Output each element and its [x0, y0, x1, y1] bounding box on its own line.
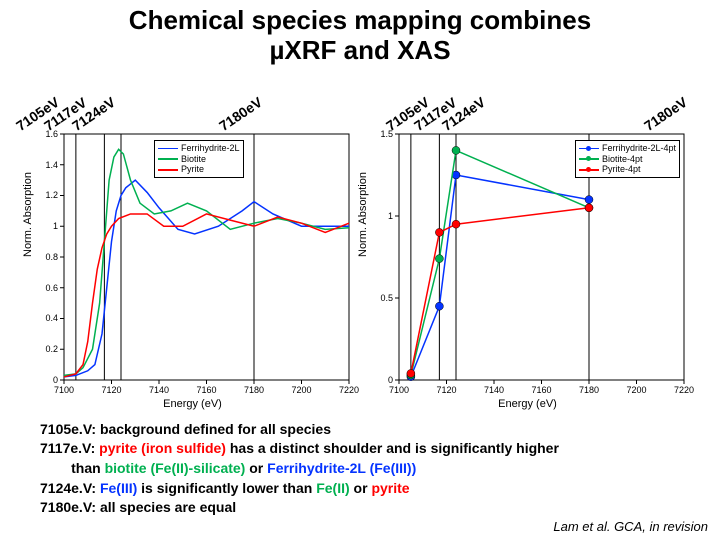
note-line: 7124e.V: Fe(III) is significantly lower …: [40, 479, 690, 499]
y-axis-label: Norm. Absorption: [357, 172, 369, 257]
legend-item: Ferrihydrite-2L: [158, 143, 240, 154]
right-chart: 710071207140716071807200722000.511.5Norm…: [365, 128, 690, 408]
citation: Lam et al. GCA, in revision: [553, 519, 708, 534]
legend-item: Biotite-4pt: [579, 154, 676, 165]
legend: Ferrihydrite-2LBiotitePyrite: [154, 140, 244, 178]
annotation-row: 7105eV 7117eV 7124eV 7180eV 7105eV 7117e…: [0, 68, 720, 128]
title-line2: µXRF and XAS: [0, 36, 720, 66]
x-axis-label: Energy (eV): [498, 398, 557, 410]
note-line: 7180e.V: all species are equal: [40, 498, 690, 518]
y-axis-label: Norm. Absorption: [22, 172, 34, 257]
x-axis-label: Energy (eV): [163, 398, 222, 410]
left-chart: 710071207140716071807200722000.20.40.60.…: [30, 128, 355, 408]
legend-item: Biotite: [158, 154, 240, 165]
legend: Ferrihydrite-2L-4ptBiotite-4ptPyrite-4pt: [575, 140, 680, 178]
legend-item: Pyrite-4pt: [579, 164, 676, 175]
notes-block: 7105e.V: background defined for all spec…: [0, 408, 720, 518]
note-line: 7105e.V: background defined for all spec…: [40, 420, 690, 440]
legend-item: Ferrihydrite-2L-4pt: [579, 143, 676, 154]
legend-item: Pyrite: [158, 164, 240, 175]
title-line1: Chemical species mapping combines: [0, 6, 720, 36]
page-title: Chemical species mapping combines µXRF a…: [0, 0, 720, 66]
charts-row: 710071207140716071807200722000.20.40.60.…: [0, 128, 720, 408]
note-line: 7117e.V: pyrite (iron sulfide) has a dis…: [40, 439, 690, 459]
note-line: than biotite (Fe(II)-silicate) or Ferrih…: [40, 459, 690, 479]
